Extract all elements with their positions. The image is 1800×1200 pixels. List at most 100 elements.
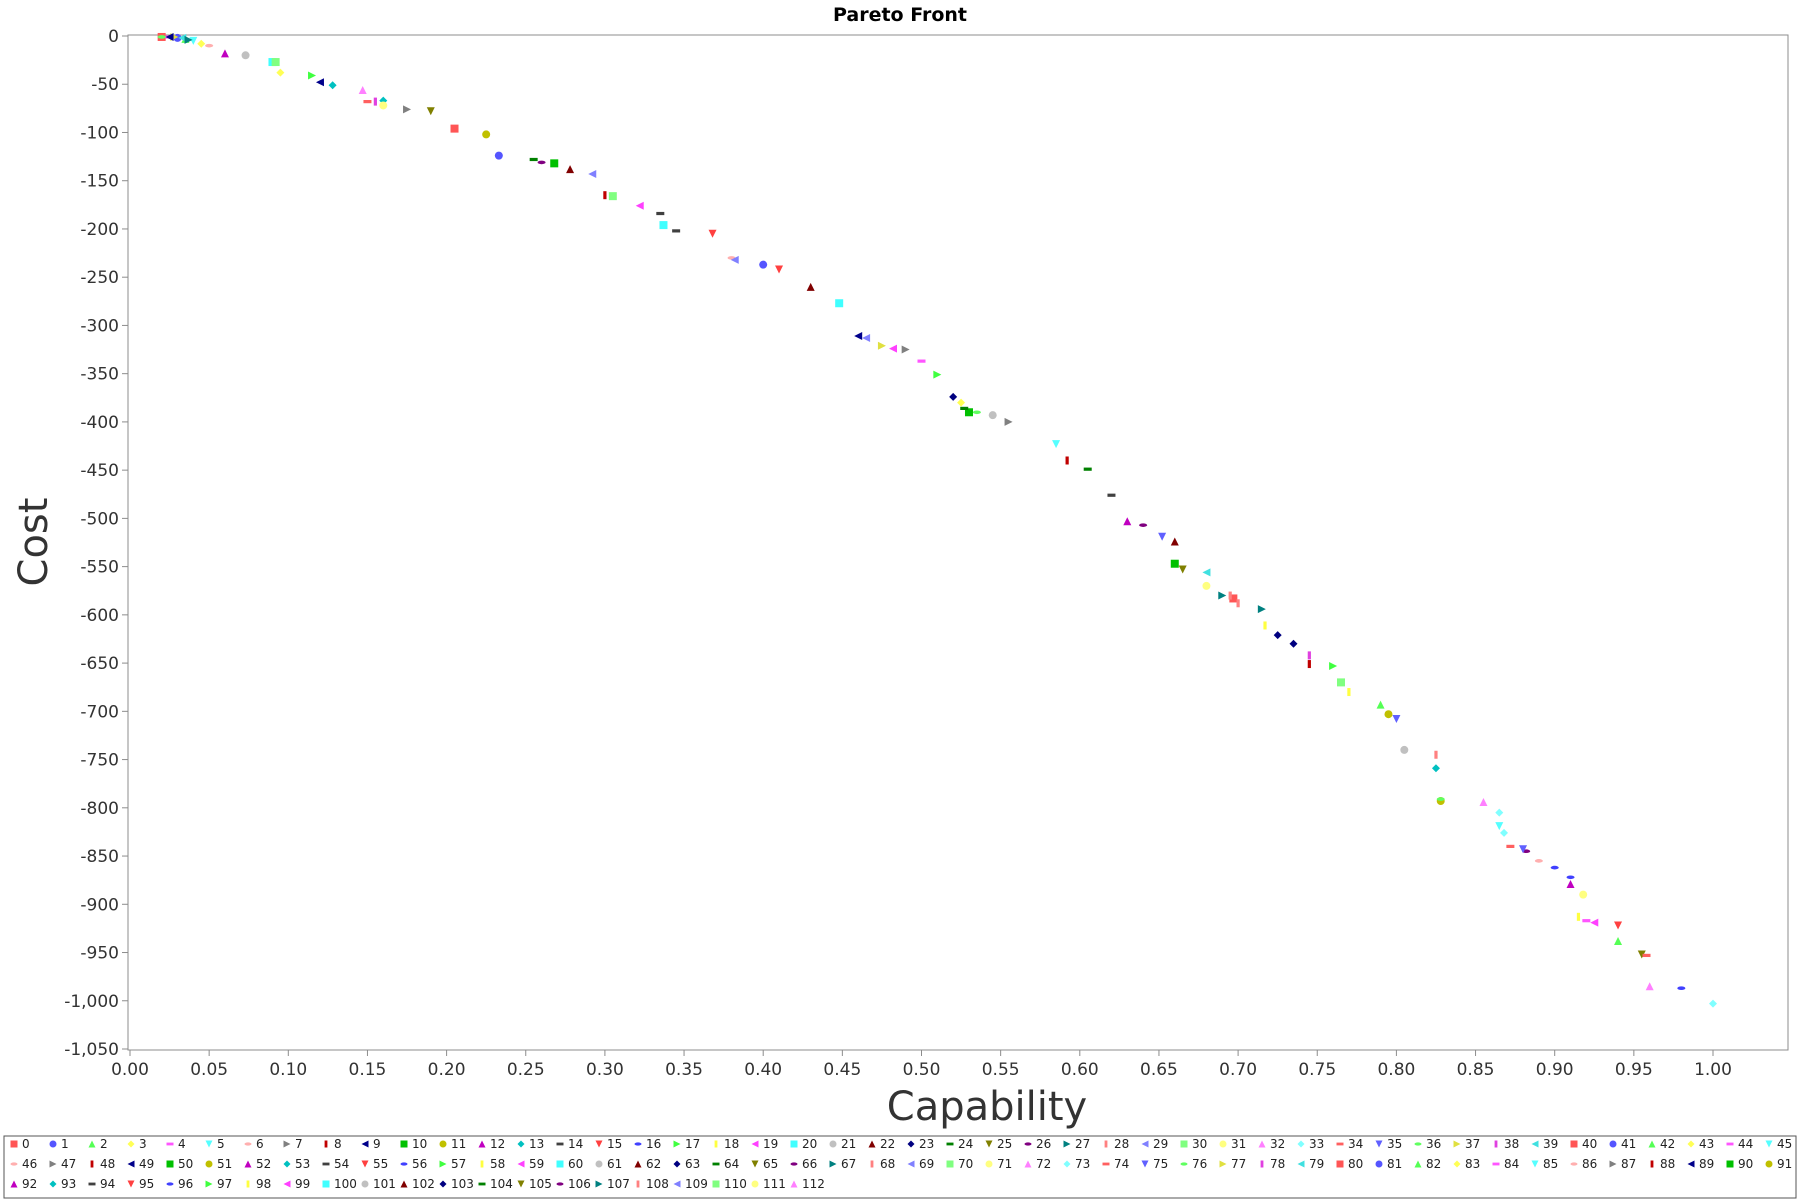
- x-tick-label: 0.95: [1615, 1060, 1653, 1080]
- legend-marker: [322, 1162, 330, 1166]
- legend-marker: [400, 1162, 408, 1166]
- legend-label: 106: [568, 1177, 591, 1191]
- data-point: [426, 107, 435, 116]
- legend-label: 29: [1153, 1137, 1168, 1151]
- data-point: [1709, 999, 1717, 1008]
- legend-label: 28: [1114, 1137, 1129, 1151]
- legend-marker: [673, 1140, 681, 1148]
- legend-marker: [244, 1160, 252, 1168]
- data-point: [1506, 844, 1515, 848]
- legend-label: 84: [1504, 1157, 1519, 1171]
- legend-marker: [595, 1180, 603, 1188]
- data-point: [1065, 456, 1069, 465]
- data-point: [1083, 467, 1092, 471]
- x-tick-label: 0.05: [190, 1060, 228, 1080]
- legend-label: 49: [139, 1157, 154, 1171]
- legend-label: 42: [1660, 1137, 1675, 1151]
- data-point: [1336, 678, 1345, 687]
- legend-label: 67: [841, 1157, 856, 1171]
- data-point: [1228, 591, 1232, 600]
- data-point: [960, 406, 969, 410]
- legend-label: 22: [880, 1137, 895, 1151]
- legend-marker: [1297, 1160, 1305, 1168]
- legend-marker: [868, 1140, 876, 1148]
- legend-label: 81: [1387, 1157, 1402, 1171]
- data-point: [1218, 591, 1227, 600]
- legend-label: 61: [607, 1157, 622, 1171]
- legend-label: 47: [61, 1157, 76, 1171]
- legend-label: 2: [100, 1137, 108, 1151]
- legend-label: 66: [802, 1157, 817, 1171]
- legend-marker: [10, 1180, 18, 1188]
- legend-label: 18: [724, 1137, 739, 1151]
- legend-label: 16: [646, 1137, 661, 1151]
- data-point: [730, 255, 739, 264]
- legend-marker: [361, 1180, 369, 1188]
- legend-label: 104: [490, 1177, 513, 1191]
- data-point: [603, 191, 607, 200]
- y-tick-label: -100: [80, 123, 119, 143]
- legend-marker: [1180, 1162, 1188, 1166]
- legend-marker: [751, 1160, 759, 1168]
- y-tick-label: -400: [80, 413, 119, 433]
- y-tick-label: -700: [80, 702, 119, 722]
- data-point: [358, 86, 367, 95]
- data-point: [835, 299, 844, 308]
- legend-label: 31: [1231, 1137, 1246, 1151]
- legend-marker: [166, 1142, 174, 1146]
- legend-marker: [205, 1180, 213, 1188]
- legend-marker: [1180, 1140, 1188, 1148]
- data-point: [1582, 919, 1591, 923]
- legend-label: 101: [373, 1177, 396, 1191]
- x-tick-label: 0.30: [586, 1060, 624, 1080]
- legend-label: 17: [685, 1137, 700, 1151]
- y-tick-label: -500: [80, 509, 119, 529]
- plot-area: [127, 34, 1789, 1051]
- legend-label: 58: [490, 1157, 505, 1171]
- legend-marker: [1650, 1160, 1654, 1168]
- legend-marker: [88, 1140, 96, 1148]
- legend-label: 68: [880, 1157, 895, 1171]
- legend-label: 15: [607, 1137, 622, 1151]
- data-point: [1645, 982, 1654, 991]
- data-point: [659, 221, 668, 230]
- data-point: [1123, 517, 1132, 526]
- legend-marker: [166, 1160, 174, 1168]
- data-point: [450, 124, 459, 133]
- legend-label: 10: [412, 1137, 427, 1151]
- legend-label: 77: [1231, 1157, 1246, 1171]
- legend-label: 73: [1075, 1157, 1090, 1171]
- y-tick-label: -250: [80, 268, 119, 288]
- legend-marker: [870, 1160, 874, 1168]
- data-point: [1178, 565, 1187, 574]
- legend-label: 74: [1114, 1157, 1129, 1171]
- data-point: [608, 192, 617, 201]
- legend-marker: [1609, 1160, 1617, 1168]
- legend-marker: [1453, 1160, 1461, 1168]
- legend-label: 60: [568, 1157, 583, 1171]
- legend-marker: [556, 1142, 564, 1146]
- legend-marker: [127, 1140, 135, 1148]
- data-point: [529, 157, 538, 162]
- x-tick-label: 0.40: [744, 1060, 782, 1080]
- data-point: [537, 160, 546, 165]
- legend-label: 111: [763, 1177, 786, 1191]
- data-point: [1590, 918, 1599, 927]
- legend-label: 102: [412, 1177, 435, 1191]
- legend-marker: [49, 1140, 57, 1148]
- data-point: [708, 229, 717, 238]
- data-point: [1566, 875, 1575, 880]
- legend-marker: [636, 1180, 640, 1188]
- legend-label: 20: [802, 1137, 817, 1151]
- data-point: [550, 159, 559, 168]
- legend-label: 48: [100, 1157, 115, 1171]
- legend-label: 92: [22, 1177, 37, 1191]
- legend-marker: [1726, 1142, 1734, 1146]
- legend-marker: [1104, 1140, 1108, 1148]
- data-point: [1384, 710, 1393, 719]
- data-point: [1550, 865, 1559, 870]
- legend-marker: [829, 1160, 837, 1168]
- legend-marker: [1765, 1140, 1773, 1148]
- legend-label: 46: [22, 1157, 37, 1171]
- legend-label: 69: [919, 1157, 934, 1171]
